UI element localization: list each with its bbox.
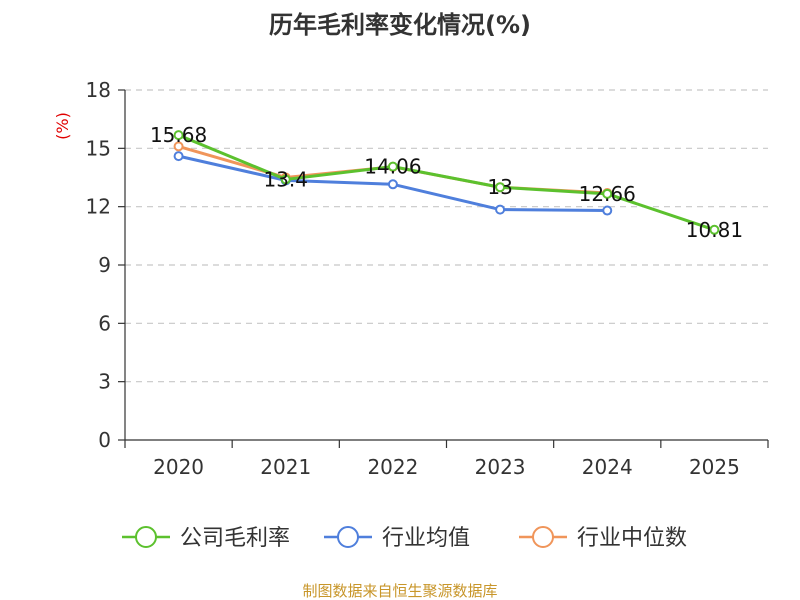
- data-label-2023: 13: [487, 175, 512, 199]
- y-tick-label-6: 6: [98, 311, 111, 335]
- y-tick-label-12: 12: [86, 195, 111, 219]
- series-0-point-2025: [709, 224, 720, 235]
- legend-label-0: 公司毛利率: [180, 526, 290, 551]
- legend-marker-2: [532, 526, 554, 548]
- source-note: 制图数据来自恒生聚源数据库: [302, 582, 497, 600]
- legend-marker-1: [337, 526, 359, 548]
- series-line-0: [178, 133, 715, 232]
- legend-marker-0: [135, 526, 157, 548]
- data-label-2022: 14.06: [364, 155, 421, 179]
- y-tick-label-3: 3: [98, 370, 111, 394]
- series-0-point-2021: [280, 174, 291, 185]
- y-axis-unit-label: (%): [53, 112, 72, 140]
- series-1-point-2020: [173, 151, 184, 162]
- series-lines: [173, 130, 720, 235]
- x-tick-label-2025: 2025: [689, 455, 740, 479]
- y-tick-label-0: 0: [98, 428, 111, 452]
- chart-title: 历年毛利率变化情况(%): [269, 11, 531, 39]
- x-tick-label-2024: 2024: [582, 455, 633, 479]
- series-0-point-2020: [173, 130, 184, 141]
- series-0-point-2023: [495, 182, 506, 193]
- y-tick-label-18: 18: [86, 78, 111, 102]
- series-1-point-2024: [602, 205, 613, 216]
- legend-label-2: 行业中位数: [577, 526, 687, 551]
- series-0-point-2022: [387, 161, 398, 172]
- data-label-2024: 12.66: [579, 182, 636, 206]
- x-tick-label-2023: 2023: [475, 455, 526, 479]
- legend: 公司毛利率 行业均值 行业中位数: [122, 526, 687, 551]
- y-tick-label-15: 15: [86, 136, 111, 160]
- series-2-point-2020: [173, 141, 184, 152]
- data-label-2025: 10.81: [686, 218, 743, 242]
- y-tick-label-9: 9: [98, 253, 111, 277]
- x-tick-label-2021: 2021: [260, 455, 311, 479]
- data-label-2020: 15.68: [150, 123, 207, 147]
- data-label-2021: 13.4: [263, 167, 308, 191]
- legend-label-1: 行业均值: [382, 526, 470, 551]
- series-1-point-2023: [495, 204, 506, 215]
- x-tick-label-2022: 2022: [367, 455, 418, 479]
- x-tick-label-2020: 2020: [153, 455, 204, 479]
- series-1-point-2022: [387, 179, 398, 190]
- series-0-point-2024: [602, 188, 613, 199]
- axes: 0 3 6 9 12 15 18 2020 2021 2022 2023 2024 2025: [86, 78, 769, 479]
- data-labels: 15.68 13.4 14.06 13 12.66 10.81: [150, 123, 743, 242]
- grid-lines: [125, 89, 768, 383]
